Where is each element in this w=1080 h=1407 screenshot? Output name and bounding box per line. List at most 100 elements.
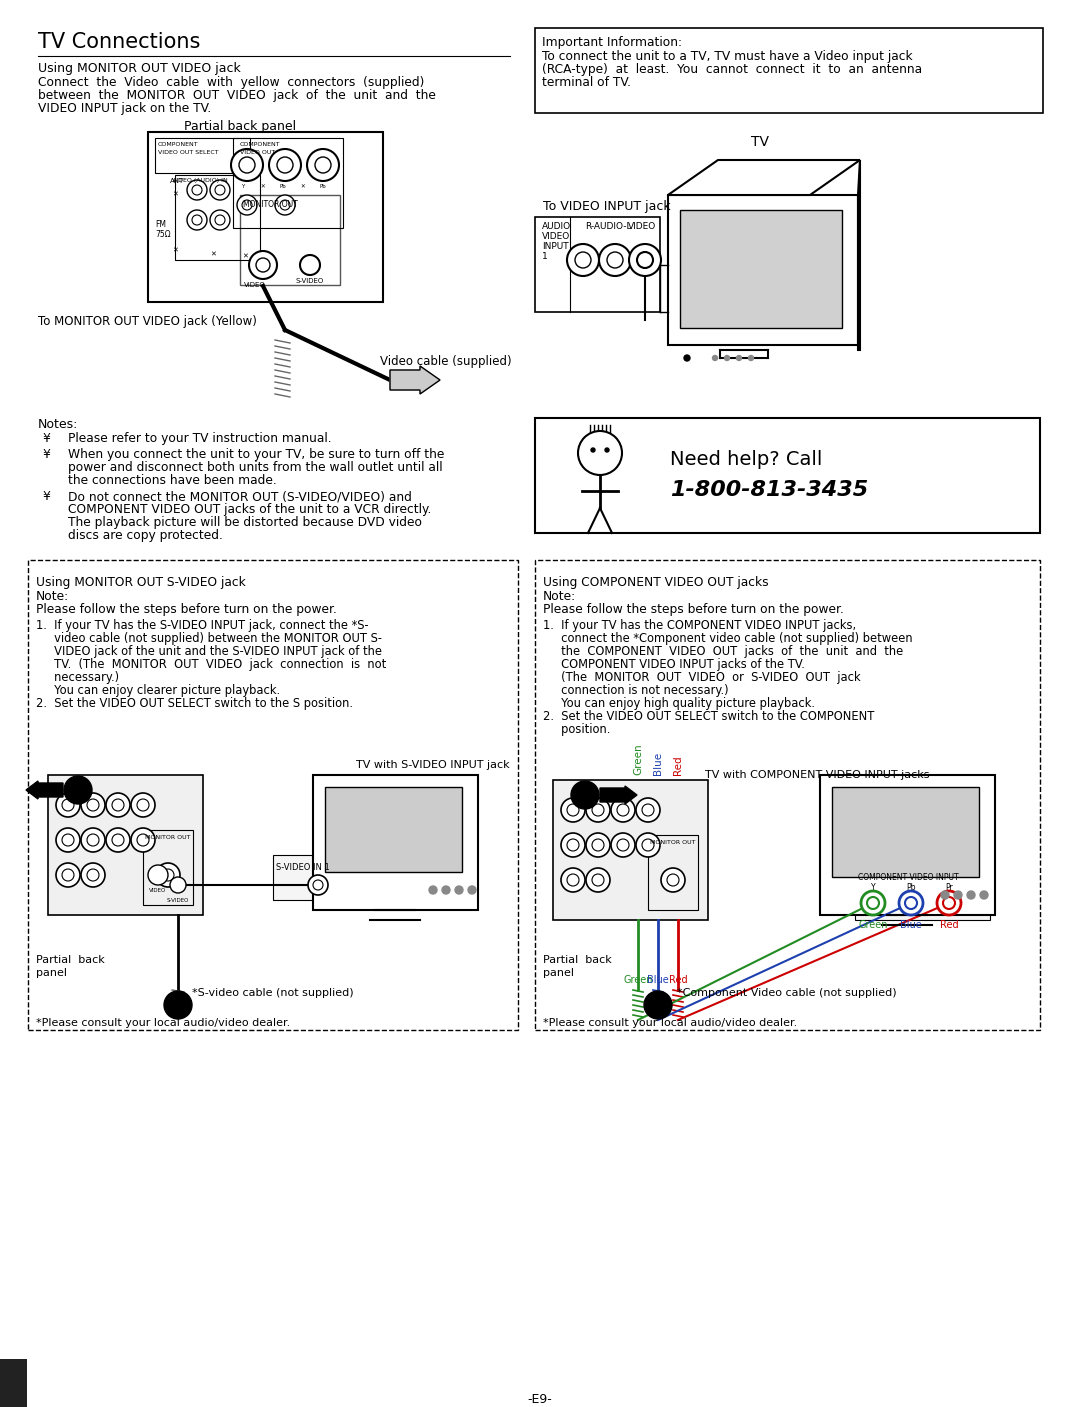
Text: position.: position.	[543, 723, 610, 736]
Text: ✕: ✕	[211, 252, 216, 257]
Text: 1.  If your TV has the COMPONENT VIDEO INPUT jacks,: 1. If your TV has the COMPONENT VIDEO IN…	[543, 619, 856, 632]
Circle shape	[567, 874, 579, 886]
Text: Video cable (supplied): Video cable (supplied)	[380, 355, 512, 369]
Bar	[156, 138, 249, 173]
Text: discs are copy protected.: discs are copy protected.	[68, 529, 222, 542]
Text: Green: Green	[859, 920, 888, 930]
Text: Pr: Pr	[945, 884, 953, 892]
Circle shape	[56, 827, 80, 853]
Circle shape	[642, 839, 654, 851]
Circle shape	[636, 833, 660, 857]
Bar	[48, 775, 203, 915]
Circle shape	[56, 862, 80, 886]
Text: Pb: Pb	[280, 184, 286, 189]
Bar	[535, 28, 1043, 113]
Text: 1.  If your TV has the S-VIDEO INPUT jack, connect the *S-: 1. If your TV has the S-VIDEO INPUT jack…	[36, 619, 368, 632]
Text: ¥: ¥	[42, 432, 50, 445]
Text: Connect  the  Video  cable  with  yellow  connectors  (supplied): Connect the Video cable with yellow conn…	[38, 76, 424, 89]
Circle shape	[192, 215, 202, 225]
Text: You can enjoy clearer picture playback.: You can enjoy clearer picture playback.	[36, 684, 280, 696]
Text: MONITOR OUT: MONITOR OUT	[145, 834, 190, 840]
Circle shape	[313, 879, 323, 891]
Text: Please follow the steps before turn on the power.: Please follow the steps before turn on t…	[543, 604, 843, 616]
FancyArrow shape	[390, 366, 440, 394]
Text: panel: panel	[36, 968, 67, 978]
Text: 2: 2	[581, 788, 590, 802]
Circle shape	[62, 799, 75, 810]
Circle shape	[275, 196, 295, 215]
Circle shape	[62, 834, 75, 846]
Text: S-VIDEO: S-VIDEO	[166, 898, 189, 903]
Polygon shape	[858, 160, 860, 350]
Bar	[325, 787, 462, 872]
Circle shape	[112, 799, 124, 810]
Text: 2.  Set the VIDEO OUT SELECT switch to the S position.: 2. Set the VIDEO OUT SELECT switch to th…	[36, 696, 353, 711]
Circle shape	[276, 158, 293, 173]
Text: COMPONENT: COMPONENT	[240, 142, 281, 146]
FancyArrow shape	[600, 787, 637, 803]
Circle shape	[112, 834, 124, 846]
Bar	[28, 560, 518, 1030]
Text: *Please consult your local audio/video dealer.: *Please consult your local audio/video d…	[543, 1019, 797, 1029]
Text: VIDEO: VIDEO	[244, 281, 266, 288]
Circle shape	[899, 891, 923, 915]
Bar	[535, 217, 660, 312]
Text: VIDEO jack of the unit and the S-VIDEO INPUT jack of the: VIDEO jack of the unit and the S-VIDEO I…	[36, 644, 382, 658]
Circle shape	[611, 833, 635, 857]
Circle shape	[215, 215, 225, 225]
Text: Pb: Pb	[320, 184, 326, 189]
Circle shape	[617, 839, 629, 851]
Bar	[240, 196, 340, 286]
Text: When you connect the unit to your TV, be sure to turn off the: When you connect the unit to your TV, be…	[68, 447, 444, 461]
Text: To connect the unit to a TV, TV must have a Video input jack: To connect the unit to a TV, TV must hav…	[542, 51, 913, 63]
Circle shape	[571, 781, 599, 809]
Text: ✕: ✕	[172, 248, 178, 253]
Text: S-VIDEO IN 1: S-VIDEO IN 1	[276, 862, 329, 872]
Circle shape	[591, 447, 595, 452]
Text: VIDEO OUT SELECT: VIDEO OUT SELECT	[158, 151, 218, 155]
Text: Blue: Blue	[900, 920, 922, 930]
Circle shape	[561, 798, 585, 822]
Text: S-VIDEO: S-VIDEO	[296, 279, 324, 284]
Text: between  the  MONITOR  OUT  VIDEO  jack  of  the  unit  and  the: between the MONITOR OUT VIDEO jack of th…	[38, 89, 436, 101]
Circle shape	[637, 252, 653, 267]
Text: *Component Video cable (not supplied): *Component Video cable (not supplied)	[677, 988, 896, 998]
Circle shape	[56, 794, 80, 817]
Circle shape	[617, 803, 629, 816]
Bar	[855, 865, 990, 920]
Circle shape	[667, 874, 679, 886]
Bar	[535, 560, 1040, 1030]
Text: AUDIO: AUDIO	[542, 222, 571, 231]
Text: necessary.): necessary.)	[36, 671, 119, 684]
Circle shape	[164, 991, 192, 1019]
Text: Blue: Blue	[653, 751, 663, 775]
Circle shape	[210, 210, 230, 229]
Text: ✕: ✕	[300, 184, 306, 189]
Circle shape	[231, 149, 264, 182]
Circle shape	[567, 839, 579, 851]
Text: Using MONITOR OUT VIDEO jack: Using MONITOR OUT VIDEO jack	[38, 62, 241, 75]
Bar	[143, 830, 193, 905]
Circle shape	[307, 149, 339, 182]
Circle shape	[237, 196, 257, 215]
Circle shape	[592, 839, 604, 851]
Circle shape	[64, 777, 92, 803]
Circle shape	[137, 799, 149, 810]
Circle shape	[586, 868, 610, 892]
Text: VIDEO: VIDEO	[627, 222, 657, 231]
Text: To VIDEO INPUT jack: To VIDEO INPUT jack	[543, 200, 671, 212]
Text: Partial back panel: Partial back panel	[184, 120, 296, 134]
Circle shape	[578, 431, 622, 476]
Circle shape	[87, 870, 99, 881]
Circle shape	[106, 827, 130, 853]
Text: TV.  (The  MONITOR  OUT  VIDEO  jack  connection  is  not: TV. (The MONITOR OUT VIDEO jack connecti…	[36, 658, 387, 671]
Circle shape	[980, 891, 988, 899]
Text: (The  MONITOR  OUT  VIDEO  or  S-VIDEO  OUT  jack: (The MONITOR OUT VIDEO or S-VIDEO OUT ja…	[543, 671, 861, 684]
Circle shape	[905, 898, 917, 909]
Circle shape	[106, 794, 130, 817]
Text: VIDEO OUT: VIDEO OUT	[240, 151, 275, 155]
Circle shape	[661, 868, 685, 892]
Text: Pb: Pb	[906, 884, 916, 892]
Circle shape	[62, 870, 75, 881]
Circle shape	[242, 200, 252, 210]
